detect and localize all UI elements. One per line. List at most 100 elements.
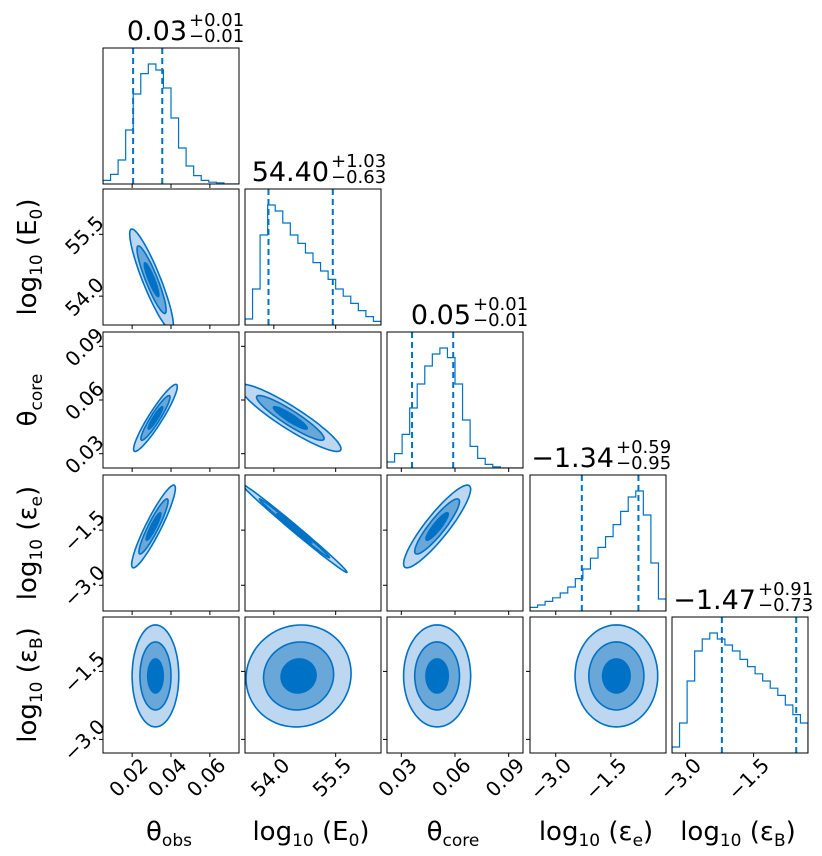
panel-frame-3-3	[529, 474, 667, 612]
label-end: )	[643, 817, 653, 847]
x-tick-label-theta_core-0: 0.03	[373, 753, 421, 801]
x-tick-label-theta_obs-1: 0.04	[143, 753, 191, 801]
contour-panel-log10_eps_e-vs-theta_core	[402, 484, 472, 569]
label-sub: 10	[27, 682, 47, 704]
label-tail: (ε	[13, 506, 43, 538]
contour-level-2	[145, 511, 162, 541]
y-tick-label-log10_eps_e-1: −1.5	[59, 505, 110, 556]
panel-frame-4-3	[529, 616, 667, 754]
contour-level-2	[275, 512, 313, 544]
x-axis-label-log10_eps_B: log10 (εB)	[680, 817, 796, 851]
label-sub: 10	[27, 254, 47, 276]
label-sub2: B	[27, 637, 47, 649]
title-value: −1.47	[673, 585, 756, 616]
contour-panel-theta_core-vs-log10_E0	[245, 383, 342, 453]
y-tick-label-log10_eps_B-1: −1.5	[59, 646, 110, 697]
histogram-theta_obs	[103, 63, 239, 184]
x-tick-label-theta_obs-0: 0.02	[104, 753, 152, 801]
x-axis-label-theta_obs: θobs	[146, 817, 192, 851]
title-value: 0.03	[127, 16, 187, 47]
label-end: )	[786, 817, 796, 847]
label-sub2: 0	[27, 209, 47, 220]
title-log10_eps_B: −1.47 +0.91−0.73	[673, 579, 813, 616]
y-tick-label-log10_E0-0: 54.0	[60, 273, 108, 321]
title-minus: −0.63	[331, 167, 386, 188]
contour-panel-theta_core-vs-theta_obs	[132, 383, 179, 453]
label-end: )	[13, 627, 43, 637]
panel-frame-4-1	[244, 616, 382, 754]
title-minus: −0.01	[473, 310, 528, 331]
panel-frame-3-1	[244, 474, 382, 612]
x-tick-label-log10_eps_e-1: −1.5	[580, 753, 631, 804]
contour-level-2	[146, 658, 164, 694]
histogram-log10_eps_e	[530, 490, 666, 611]
title-plus: +0.01	[189, 10, 244, 31]
label-main: log	[13, 561, 43, 601]
y-axis-label-log10_E0: log10 (E0)	[13, 198, 47, 315]
x-tick-label-theta_core-1: 0.06	[427, 753, 475, 801]
label-sub: obs	[162, 831, 192, 851]
title-theta_obs: 0.03 +0.01−0.01	[127, 10, 244, 47]
contour-level-2	[601, 658, 632, 694]
contour-panel-log10_eps_B-vs-theta_obs	[131, 624, 180, 728]
label-sub: 10	[720, 831, 742, 851]
title-minus: −0.01	[189, 26, 244, 47]
label-tail: (ε	[600, 817, 632, 847]
label-sub: 10	[292, 831, 314, 851]
x-axis-label-log10_eps_e: log10 (εe)	[539, 817, 653, 851]
title-value: 0.05	[411, 300, 471, 331]
contour-panel-log10_eps_B-vs-log10_E0	[245, 624, 352, 728]
x-tick-label-log10_E0-1: 55.5	[308, 753, 356, 801]
x-tick-label-log10_eps_B-1: −1.5	[723, 753, 774, 804]
y-axis-label-log10_eps_B: log10 (εB)	[13, 627, 47, 743]
y-tick-label-log10_E0-1: 55.5	[60, 211, 108, 259]
contour-level-2	[280, 658, 317, 694]
y-axis-label-log10_eps_e: log10 (εe)	[13, 486, 47, 600]
x-axis-label-log10_E0: log10 (E0)	[252, 817, 369, 851]
label-main: log	[252, 817, 292, 847]
label-end: )	[13, 198, 43, 208]
contour-level-2	[425, 511, 450, 541]
contour-fills	[128, 228, 659, 728]
label-main: log	[13, 276, 43, 316]
histogram-log10_E0	[245, 204, 381, 325]
x-tick-label-theta_core-2: 0.09	[481, 753, 529, 801]
label-end: )	[13, 486, 43, 496]
label-tail: (ε	[13, 649, 43, 681]
label-sub: core	[27, 374, 47, 411]
contour-panel-log10_eps_e-vs-theta_obs	[130, 484, 177, 569]
label-main: θ	[146, 817, 162, 847]
panel-frame-1-1	[244, 188, 382, 326]
contour-panel-log10_eps_B-vs-log10_eps_e	[574, 624, 659, 728]
label-main: log	[680, 817, 720, 847]
histogram-theta_core	[387, 347, 523, 468]
x-tick-label-log10_eps_B-0: −3.0	[655, 753, 706, 804]
label-sub2: e	[27, 496, 47, 506]
chart-marks	[103, 48, 808, 753]
label-end: )	[359, 817, 369, 847]
contour-level-2	[147, 405, 164, 430]
contour-panel-log10_eps_e-vs-log10_E0	[245, 484, 348, 574]
title-log10_eps_e: −1.34 +0.59−0.95	[531, 437, 671, 474]
y-tick-label-theta_core-1: 0.06	[60, 376, 108, 424]
contour-level-2	[425, 658, 450, 694]
label-main: log	[539, 817, 579, 847]
y-tick-label-log10_eps_B-0: −3.0	[59, 714, 110, 765]
title-plus: +0.59	[616, 437, 671, 458]
title-theta_core: 0.05 +0.01−0.01	[411, 294, 528, 331]
y-tick-label-theta_core-2: 0.09	[60, 323, 108, 371]
y-tick-label-theta_core-0: 0.03	[60, 430, 108, 478]
panel-frame-4-4	[671, 616, 809, 754]
contour-level-2	[272, 405, 308, 430]
x-axis-label-theta_core: θcore	[427, 817, 480, 851]
label-main: θ	[427, 817, 443, 847]
x-tick-label-log10_E0-0: 54.0	[246, 753, 294, 801]
title-plus: +1.03	[331, 151, 386, 172]
x-tick-label-log10_eps_e-0: −3.0	[525, 753, 576, 804]
title-plus: +0.01	[473, 294, 528, 315]
label-sub2: 0	[349, 831, 360, 851]
label-main: θ	[13, 410, 43, 426]
contour-level-2	[143, 262, 160, 298]
histogram-log10_eps_B	[672, 632, 808, 753]
